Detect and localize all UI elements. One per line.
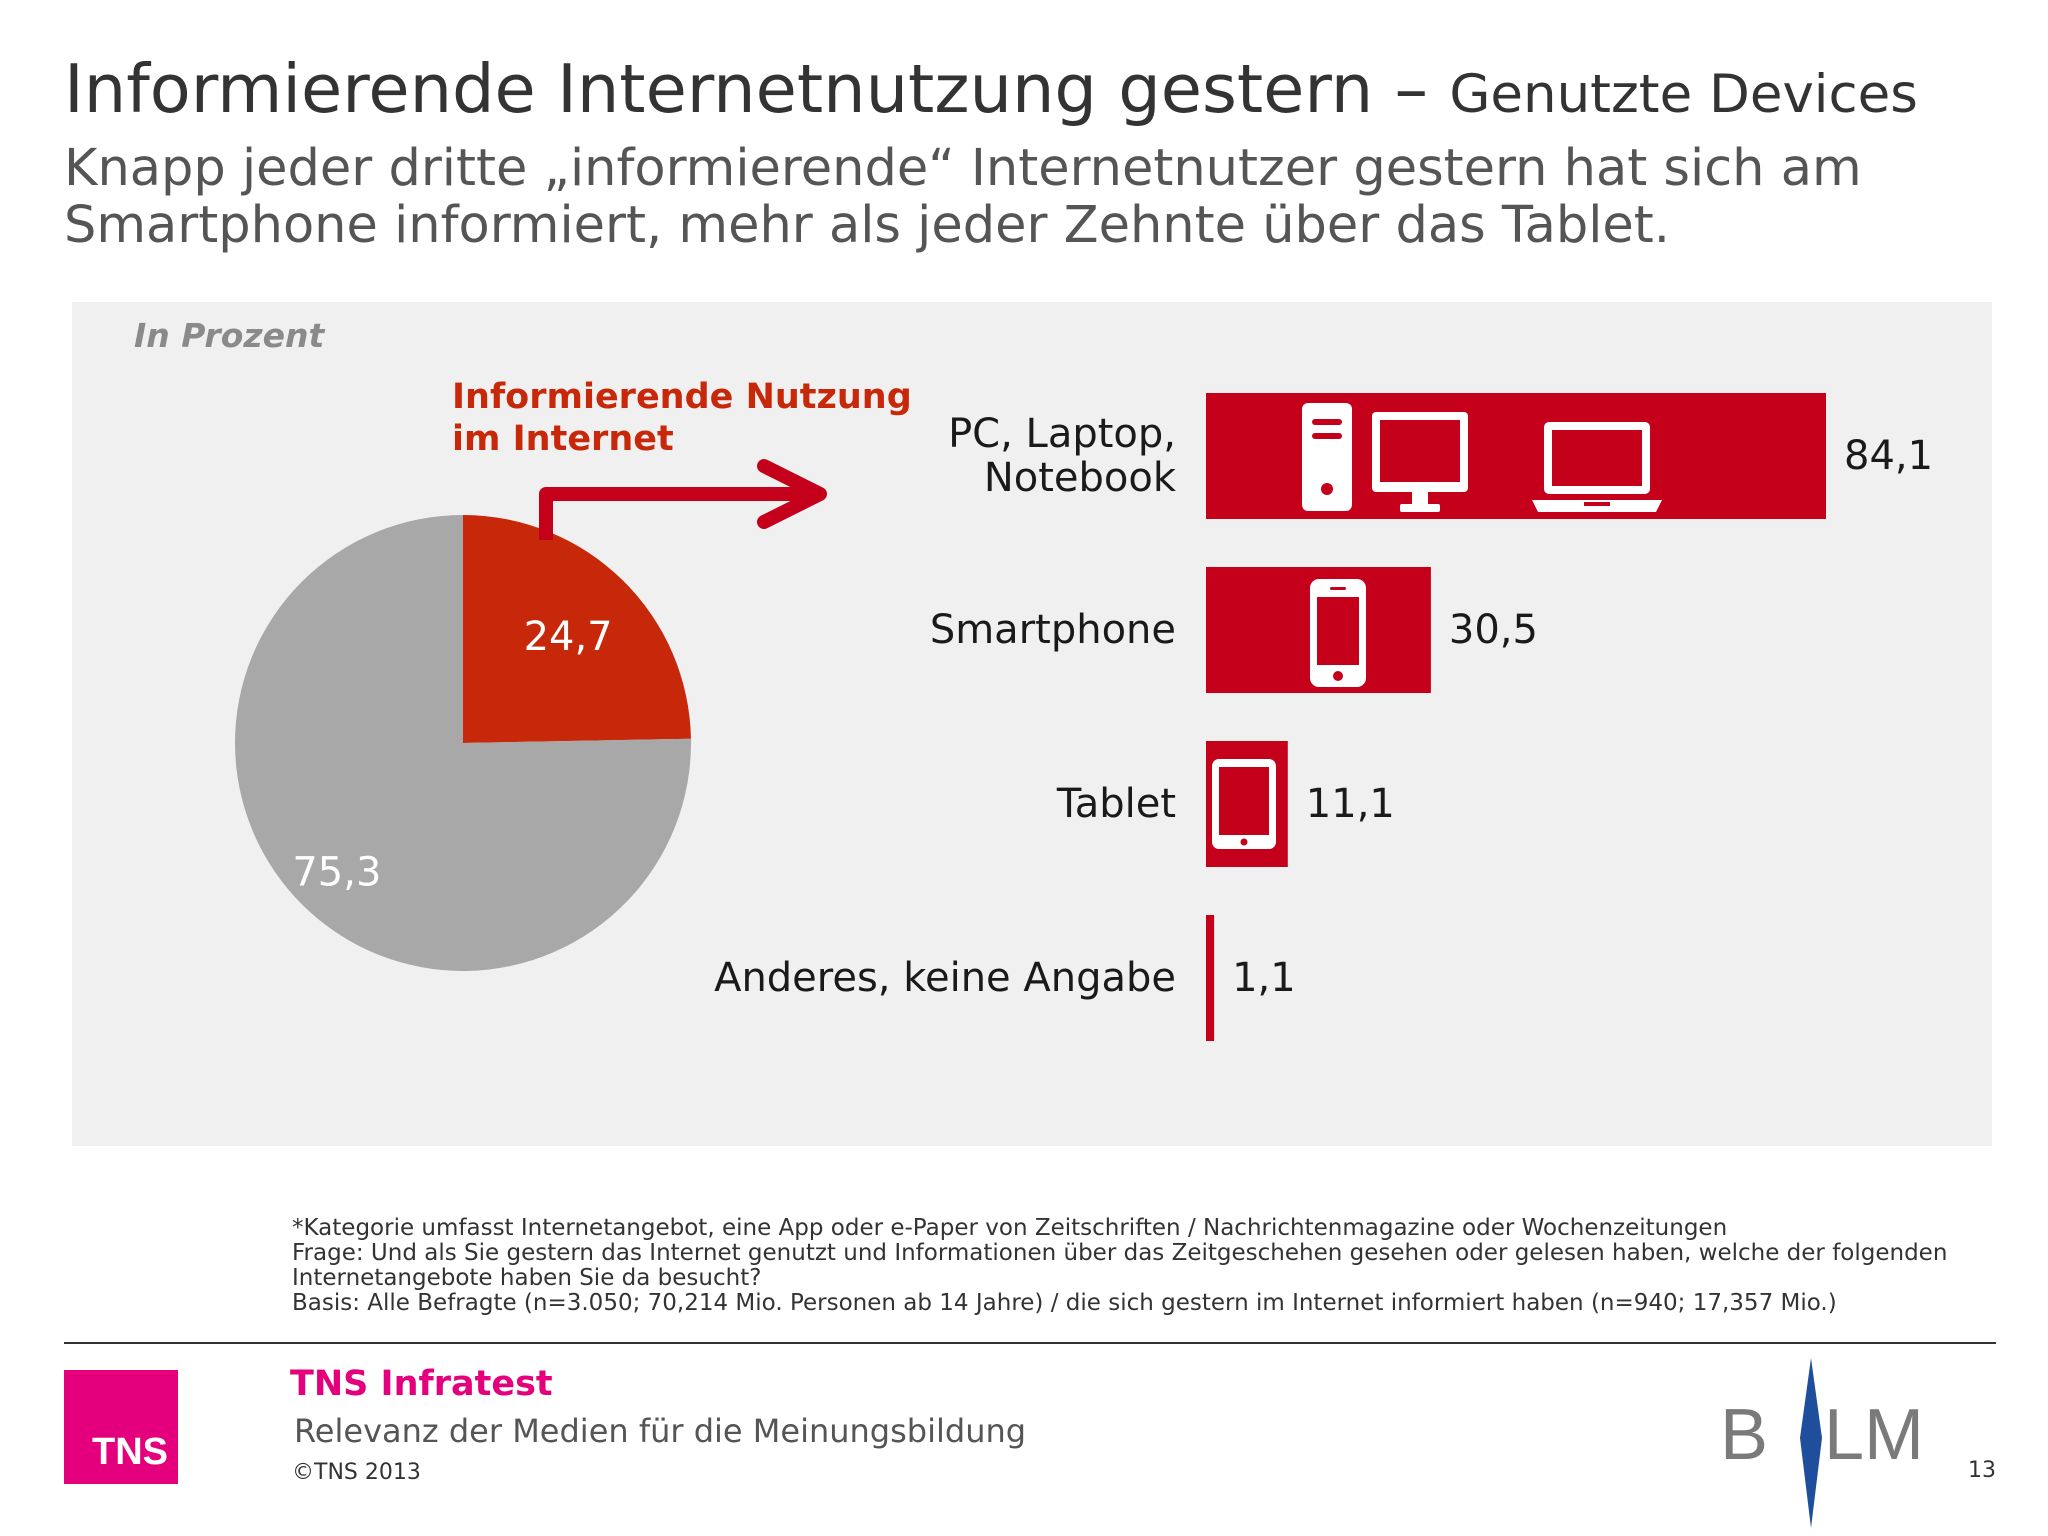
pie-title-line: im Internet [452,419,674,459]
page-number: 13 [1968,1458,1996,1483]
connector-arrow [539,487,808,540]
tablet-icon [1212,759,1276,849]
page-title: Informierende Internetnutzung gestern – … [64,50,1918,128]
copyright: ©TNS 2013 [292,1460,421,1485]
page-subtitle: Knapp jeder dritte „informierende“ Inter… [64,139,1862,255]
blm-diamond-icon [1800,1358,1822,1528]
smartphone-icon [1310,579,1366,687]
bar-value-label: 11,1 [1306,781,1395,827]
desktop-tower-icon [1302,403,1352,511]
bar-category-label: Notebook [984,455,1177,501]
bar-category-label: Smartphone [930,607,1176,653]
pie-title: Informierende Nutzung im Internet [452,376,912,460]
bar-category-label: Tablet [1056,781,1176,827]
brand-name: TNS Infratest [290,1364,553,1404]
footnote-line: Frage: Und als Sie gestern das Internet … [292,1240,1948,1266]
pie-title-line: Informierende Nutzung [452,377,912,417]
footnote: *Kategorie umfasst Internetangebot, eine… [292,1216,2012,1316]
title-sub-text: Genutzte Devices [1449,64,1918,125]
footnote-line: Internetangebote haben Sie da besucht? [292,1265,762,1291]
blm-letter-b: B [1720,1395,1769,1475]
unit-label: In Prozent [134,316,325,355]
bar-category-label: Anderes, keine Angabe [714,955,1176,1001]
footnote-line: Basis: Alle Befragte (n=3.050; 70,214 Mi… [292,1290,1837,1316]
bar-value-label: 84,1 [1844,433,1933,479]
pie-chart: 24,7 75,3 [235,515,692,971]
blm-logo: B LM [1720,1358,1924,1528]
footnote-line: *Kategorie umfasst Internetangebot, eine… [292,1215,1728,1241]
bar-value-label: 1,1 [1232,955,1296,1001]
pie-slice [235,515,692,971]
pie-slice-label: 24,7 [524,614,613,660]
laptop-icon [1532,422,1662,512]
blm-letters-lm: LM [1824,1395,1925,1475]
tns-logo: TNS [64,1370,178,1484]
bar [1206,915,1215,1041]
arrow-head-icon [757,459,827,529]
title-main-text: Informierende Internetnutzung gestern – [64,50,1429,128]
bar-value-label: 30,5 [1449,607,1538,653]
bar [1206,393,1826,519]
pie-slice [463,515,691,743]
bar-chart: 84,1 PC, Laptop,Notebook 30,5 Smartphone 11,… [714,393,1933,1041]
pie-slice-label: 75,3 [292,850,381,896]
footer-divider [64,1342,1996,1344]
study-name: Relevanz der Medien für die Meinungsbild… [294,1412,1027,1450]
monitor-icon [1372,412,1468,512]
bar-category-label: PC, Laptop, [948,411,1176,457]
